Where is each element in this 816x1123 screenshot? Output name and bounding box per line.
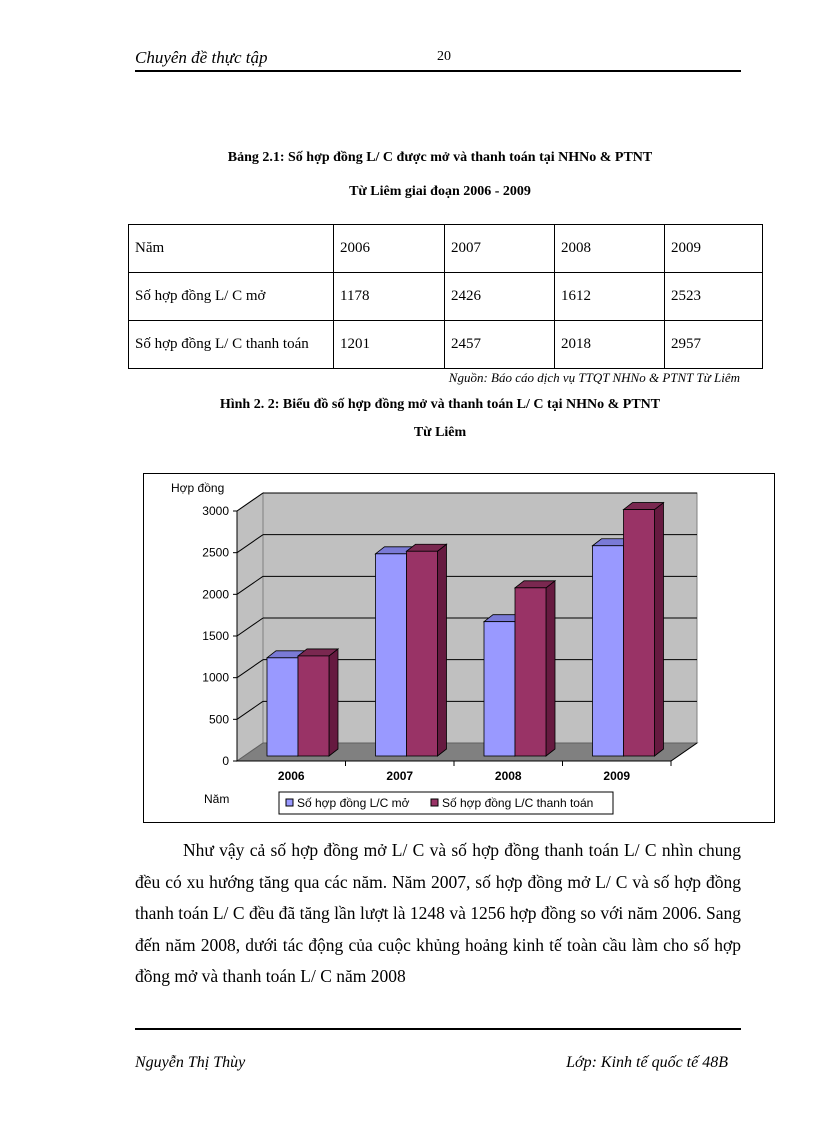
table-caption-line1: Bảng 2.1: Số hợp đồng L/ C được mở và th… xyxy=(227,150,653,165)
legend-swatch xyxy=(430,798,439,807)
y-tick-label: 500 xyxy=(209,712,229,726)
bar-side xyxy=(654,501,664,757)
y-tick-label: 2500 xyxy=(202,546,229,560)
table-cell: 1178 xyxy=(333,272,445,321)
table-cell: 2007 xyxy=(444,224,555,273)
y-tick-label: 2000 xyxy=(202,587,229,601)
y-tick-label: 1000 xyxy=(202,671,229,685)
bar-chart: 0 500 1000 1500 2000 2500 3000 2006 2007 2008 2009… xyxy=(143,473,775,823)
bar-2008-open xyxy=(483,621,516,757)
bar-2007-open xyxy=(375,553,407,757)
page-number: 20 xyxy=(437,49,451,64)
table-cell: 2006 xyxy=(333,224,445,273)
data-table: Năm 2006 2007 2008 2009 Số hợp đồng L/ C… xyxy=(128,224,763,369)
x-axis-label: Năm xyxy=(204,792,229,806)
figure-caption-line1: Hình 2. 2: Biểu đồ số hợp đồng mở và tha… xyxy=(219,397,661,412)
table-row: Số hợp đồng L/ C mở 1178 2426 1612 2523 xyxy=(128,272,763,321)
bar-2009-paid xyxy=(623,509,655,757)
bar-2007-paid xyxy=(406,550,438,757)
bar-2009-open xyxy=(592,545,624,757)
table-header-row: Năm 2006 2007 2008 2009 xyxy=(128,224,763,273)
table-cell: 2523 xyxy=(664,272,763,321)
gridline-side xyxy=(236,700,264,720)
table-cell: 2457 xyxy=(444,320,555,369)
table-cell: 2957 xyxy=(664,320,763,369)
header-rule xyxy=(135,70,741,72)
table-source: Nguồn: Báo cáo dịch vụ TTQT NHNo & PTNT … xyxy=(448,370,740,385)
legend-label: Số hợp đồng L/C mở xyxy=(297,796,410,810)
y-tick-label: 0 xyxy=(222,754,229,768)
y-axis-label: Hợp đồng xyxy=(171,481,224,495)
bar-side xyxy=(437,543,447,757)
footer-author: Nguyễn Thị Thùy xyxy=(135,1054,246,1071)
footer-rule xyxy=(135,1028,741,1030)
body-text: Như vậy cả số hợp đồng mở L/ C và số hợp… xyxy=(135,835,741,993)
x-tick-label: 2008 xyxy=(495,769,522,783)
table-cell: 2008 xyxy=(554,224,665,273)
y-tick-label: 3000 xyxy=(202,504,229,518)
table-cell: Số hợp đồng L/ C mở xyxy=(128,272,334,321)
body-paragraph: Như vậy cả số hợp đồng mở L/ C và số hợp… xyxy=(135,840,741,986)
chart-canvas: 0 500 1000 1500 2000 2500 3000 2006 2007 2008 2009… xyxy=(171,481,699,815)
table-cell: 2426 xyxy=(444,272,555,321)
bar-2006-open xyxy=(266,657,299,757)
x-axis-depth xyxy=(670,742,698,762)
header-title: Chuyên đề thực tập xyxy=(135,48,268,67)
table-cell: 1201 xyxy=(333,320,445,369)
gridline-side xyxy=(236,534,264,554)
x-tick-label: 2007 xyxy=(386,769,413,783)
x-tick-label: 2009 xyxy=(603,769,630,783)
bar-side xyxy=(545,580,556,757)
gridline-side xyxy=(236,617,264,637)
figure-caption-line2: Từ Liêm xyxy=(413,425,467,440)
x-tick-label: 2006 xyxy=(278,769,305,783)
table-caption-line2: Từ Liêm giai đoạn 2006 - 2009 xyxy=(349,184,531,199)
y-tick-label: 1500 xyxy=(202,629,229,643)
footer-class: Lớp: Kinh tế quốc tế 48B xyxy=(566,1054,728,1071)
bar-2008-paid xyxy=(514,587,547,757)
legend-box xyxy=(278,791,614,815)
legend-swatch xyxy=(285,798,294,807)
table-row: Số hợp đồng L/ C thanh toán 1201 2457 20… xyxy=(128,320,763,369)
table-cell: 2009 xyxy=(664,224,763,273)
gridline-side xyxy=(236,492,264,512)
table-cell: Năm xyxy=(128,224,334,273)
table-cell: 1612 xyxy=(554,272,665,321)
table-cell: 2018 xyxy=(554,320,665,369)
table-cell: Số hợp đồng L/ C thanh toán xyxy=(128,320,334,369)
legend-label: Số hợp đồng L/C thanh toán xyxy=(442,796,593,810)
bar-2006-paid xyxy=(297,655,330,757)
bar-side xyxy=(328,648,339,757)
gridline-side xyxy=(236,575,264,595)
gridline-side xyxy=(236,659,264,679)
